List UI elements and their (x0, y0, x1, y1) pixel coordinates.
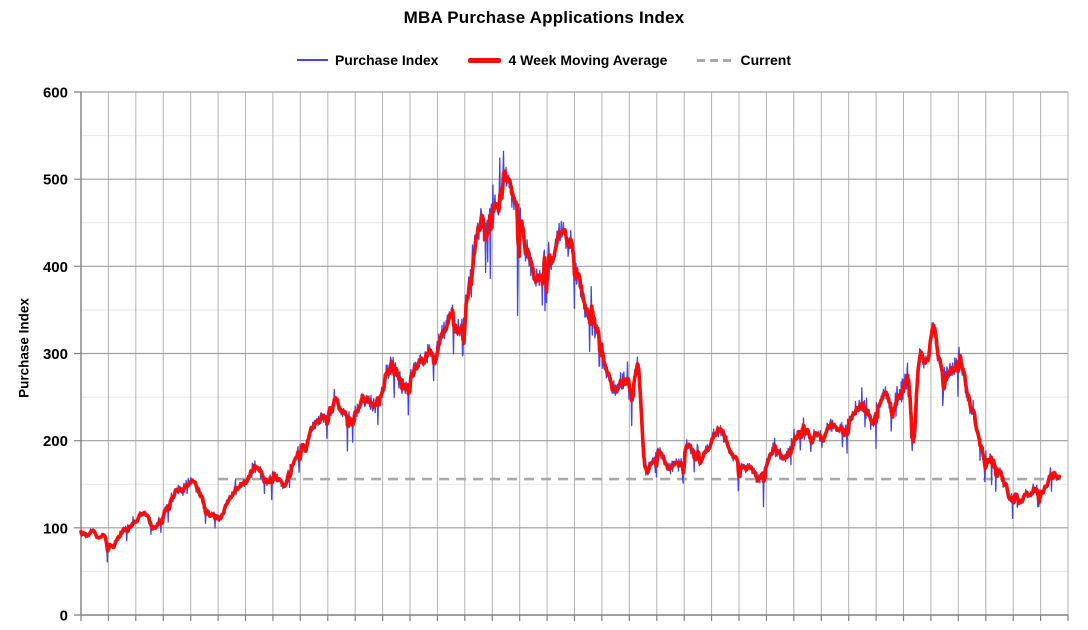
purchase-index-line-sample-icon (296, 59, 328, 61)
y-tick-label: 400 (43, 259, 68, 276)
y-tick-label: 300 (43, 346, 68, 363)
current-line-sample-icon (697, 58, 734, 62)
y-tick-label: 600 (43, 85, 68, 102)
legend-label-current: Current (740, 52, 792, 68)
chart-title: MBA Purchase Applications Index (403, 8, 685, 27)
legend-item-purchase-index: Purchase Index (296, 52, 439, 68)
legend: Purchase Index 4 Week Moving Average Cur… (0, 52, 1088, 68)
legend-label-moving-average: 4 Week Moving Average (508, 52, 668, 68)
y-tick-label: 0 (60, 608, 68, 625)
legend-item-current: Current (697, 52, 791, 68)
tick-marks (74, 91, 1069, 621)
y-tick-label: 500 (43, 172, 68, 189)
moving-average-series (79, 169, 1062, 553)
legend-item-moving-average: 4 Week Moving Average (468, 52, 667, 68)
legend-label-purchase-index: Purchase Index (334, 52, 439, 68)
y-tick-label: 200 (43, 433, 68, 450)
y-tick-label: 100 (43, 520, 68, 537)
moving-average-line-sample-icon (468, 57, 502, 63)
